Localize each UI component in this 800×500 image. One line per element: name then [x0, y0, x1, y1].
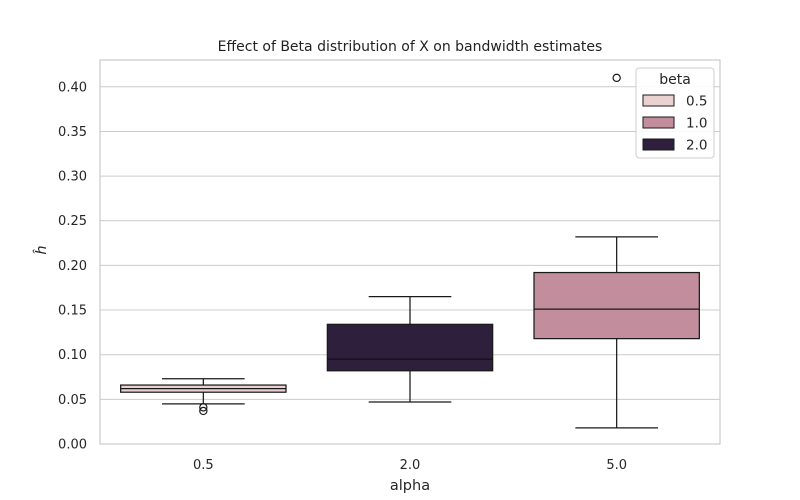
- outlier-point: [199, 403, 208, 412]
- y-tick-label: 0.25: [58, 214, 87, 229]
- legend-title: beta: [659, 72, 691, 88]
- y-tick-label: 0.05: [58, 393, 87, 408]
- chart-title: Effect of Beta distribution of X on band…: [218, 39, 603, 55]
- x-tick-label: 2.0: [400, 458, 421, 473]
- y-tick-label: 0.15: [58, 304, 87, 319]
- y-tick-label: 0.10: [58, 348, 87, 363]
- y-axis-label: ĥ: [32, 245, 50, 254]
- box-group: [533, 73, 700, 429]
- x-axis-label: alpha: [390, 478, 430, 494]
- legend-label: 1.0: [686, 116, 707, 132]
- y-tick-labels: 0.00 0.05 0.10 0.15 0.20 0.25 0.30 0.35 0.40: [58, 80, 87, 452]
- legend: beta 0.5 1.0 2.0: [635, 67, 715, 159]
- y-tick-label: 0.30: [58, 170, 87, 185]
- y-tick-label: 0.20: [58, 259, 87, 274]
- plot-frame: [99, 59, 721, 445]
- y-tick-label: 0.00: [58, 438, 87, 453]
- outlier-point: [199, 406, 208, 416]
- y-tick-label: 0.40: [58, 80, 87, 95]
- y-tick-label: 0.35: [58, 125, 87, 140]
- boxes: [120, 73, 700, 429]
- box-group: [326, 296, 494, 403]
- x-tick-label: 0.5: [193, 458, 214, 473]
- iqr-box: [533, 271, 700, 340]
- legend-swatch: [642, 116, 675, 129]
- legend-label: 0.5: [686, 94, 707, 110]
- x-tick-label: 5.0: [606, 458, 627, 473]
- x-tick-labels: 0.5 2.0 5.0: [193, 458, 627, 473]
- legend-swatch: [642, 94, 675, 107]
- legend-frame: [635, 67, 715, 159]
- legend-items: 0.5 1.0 2.0: [642, 94, 707, 154]
- iqr-box: [326, 323, 494, 372]
- legend-label: 2.0: [686, 138, 707, 154]
- legend-swatch: [642, 138, 675, 151]
- box-group: [120, 378, 287, 416]
- outlier-point: [612, 73, 621, 83]
